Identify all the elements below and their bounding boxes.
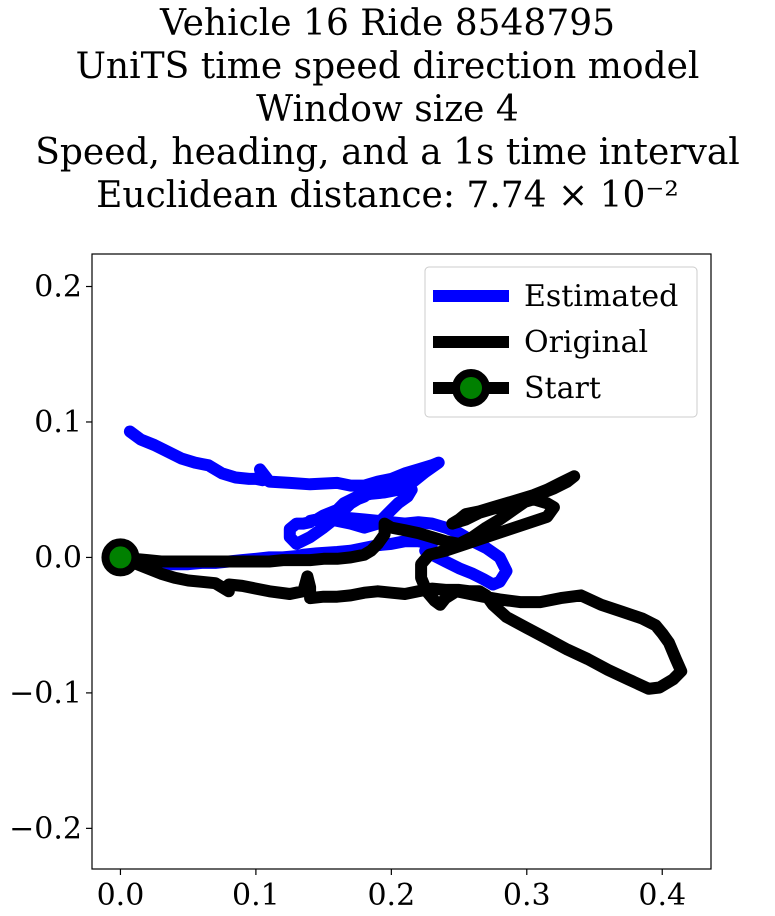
title-line-5: Euclidean distance: 7.74 × 10⁻² xyxy=(96,175,679,216)
series-line-original xyxy=(114,470,688,695)
y-tick-label: 0.2 xyxy=(34,270,82,305)
y-tick-label: 0.0 xyxy=(34,540,82,575)
legend-marker-start xyxy=(452,369,490,407)
legend-box xyxy=(424,266,698,418)
legend-label-estimated: Estimated xyxy=(524,279,678,314)
y-tick-label: −0.1 xyxy=(9,676,82,711)
x-tick-label: 0.2 xyxy=(367,878,415,913)
series-layer xyxy=(101,425,688,695)
legend-label-original: Original xyxy=(524,325,648,360)
axes-layer: 0.0 0.1 0.2 0.3 0.4 −0.2 −0.1 0.0 0.1 0.2 xyxy=(9,253,712,913)
x-tick-label: 0.0 xyxy=(97,878,145,913)
title-line-3: Window size 4 xyxy=(256,89,519,130)
y-tick-label: 0.1 xyxy=(34,405,82,440)
legend-label-start: Start xyxy=(524,371,601,406)
x-tick-label: 0.3 xyxy=(503,878,551,913)
x-tick-label: 0.1 xyxy=(232,878,280,913)
start-marker xyxy=(101,538,140,577)
x-tick-label: 0.4 xyxy=(638,878,686,913)
plot-frame xyxy=(91,253,712,870)
title-line-1: Vehicle 16 Ride 8548795 xyxy=(159,3,616,44)
y-tick-label: −0.2 xyxy=(9,811,82,846)
chart-title: Vehicle 16 Ride 8548795 UniTS time speed… xyxy=(0,2,775,217)
legend: Estimated Original Start xyxy=(424,266,698,418)
title-line-4: Speed, heading, and a 1s time interval xyxy=(35,132,740,173)
title-line-2: UniTS time speed direction model xyxy=(75,46,700,87)
